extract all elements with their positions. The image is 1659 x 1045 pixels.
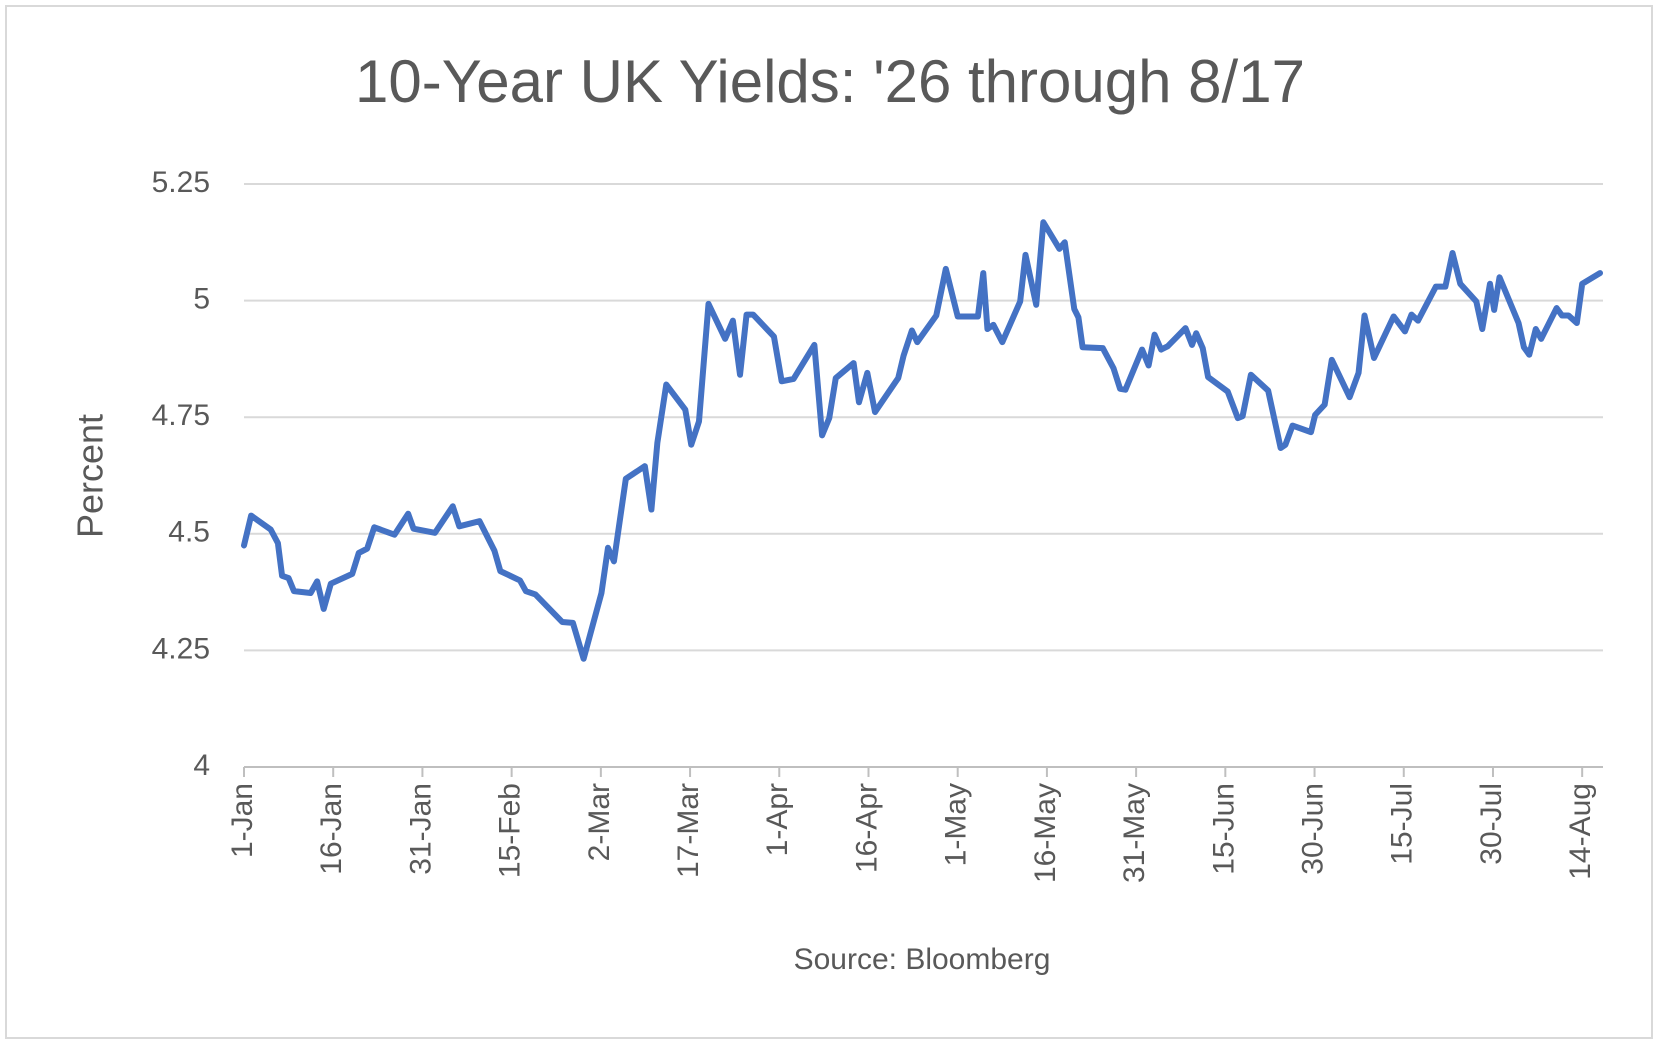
x-tick-label: 1-May <box>940 783 973 866</box>
x-axis-label: Source: Bloomberg <box>794 943 1051 976</box>
x-tick-label: 15-Jun <box>1207 783 1240 875</box>
x-tick-label: 30-Jun <box>1296 783 1329 875</box>
x-tick-label: 15-Jul <box>1386 783 1419 865</box>
data-line <box>241 219 1604 662</box>
x-tick-label: 16-May <box>1029 783 1062 883</box>
x-tick-label: 1-Jan <box>226 783 259 858</box>
x-tick-label: 14-Aug <box>1564 783 1597 880</box>
x-tick-label: 30-Jul <box>1475 783 1508 865</box>
y-axis-label: Percent <box>70 414 111 538</box>
chart-title: 10-Year UK Yields: '26 through 8/17 <box>355 48 1305 115</box>
y-tick-label: 5.25 <box>152 166 210 199</box>
y-tick-label: 4.75 <box>152 399 210 432</box>
x-tick-label: 2-Mar <box>583 783 616 861</box>
y-tick-label: 4.25 <box>152 632 210 665</box>
x-tick-label: 31-May <box>1118 783 1151 883</box>
x-tick-label: 16-Apr <box>850 783 883 873</box>
y-tick-label: 5 <box>193 283 210 316</box>
x-tick-label: 31-Jan <box>404 783 437 875</box>
chart-frame <box>5 5 1653 1039</box>
y-tick-label: 4 <box>193 749 210 782</box>
x-tick-label: 16-Jan <box>315 783 348 875</box>
x-tick-label: 17-Mar <box>672 783 705 878</box>
x-tick-label: 1-Apr <box>761 783 794 856</box>
x-tick-label: 15-Feb <box>494 783 527 878</box>
y-tick-label: 4.5 <box>168 516 210 549</box>
